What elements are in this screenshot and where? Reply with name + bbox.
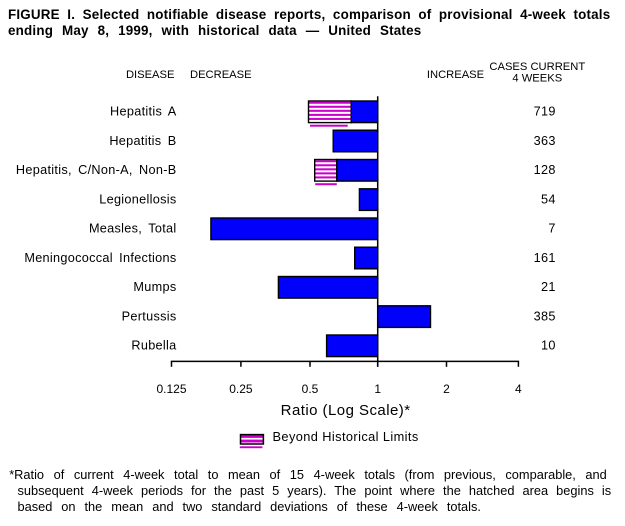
- svg-text:7: 7: [548, 222, 555, 236]
- svg-text:Pertussis: Pertussis: [122, 309, 177, 323]
- svg-text:CASES CURRENT: CASES CURRENT: [489, 61, 585, 73]
- svg-text:0.25: 0.25: [229, 382, 253, 396]
- svg-text:0.5: 0.5: [302, 382, 319, 396]
- svg-text:10: 10: [541, 339, 556, 353]
- svg-text:Ratio (Log Scale)*: Ratio (Log Scale)*: [281, 402, 411, 419]
- svg-text:128: 128: [534, 163, 556, 177]
- svg-text:Hepatitis B: Hepatitis B: [109, 134, 176, 148]
- svg-text:385: 385: [534, 309, 556, 323]
- svg-text:4 WEEKS: 4 WEEKS: [512, 72, 562, 84]
- svg-text:Legionellosis: Legionellosis: [99, 193, 176, 207]
- svg-text:Hepatitis A: Hepatitis A: [110, 105, 177, 119]
- svg-text:Meningococcal Infections: Meningococcal Infections: [24, 251, 176, 265]
- svg-text:363: 363: [534, 134, 556, 148]
- svg-text:0.125: 0.125: [156, 382, 186, 396]
- svg-text:DISEASE: DISEASE: [126, 69, 175, 81]
- svg-text:Mumps: Mumps: [133, 280, 176, 294]
- svg-text:719: 719: [534, 105, 556, 119]
- svg-text:161: 161: [534, 251, 556, 265]
- svg-text:DECREASE: DECREASE: [190, 69, 252, 81]
- svg-text:Rubella: Rubella: [131, 339, 177, 353]
- svg-text:Beyond Historical Limits: Beyond Historical Limits: [273, 429, 419, 444]
- svg-text:21: 21: [541, 280, 556, 294]
- svg-text:54: 54: [541, 193, 556, 207]
- svg-text:2: 2: [443, 382, 450, 396]
- svg-text:4: 4: [515, 382, 522, 396]
- svg-text:Measles, Total: Measles, Total: [89, 222, 177, 236]
- svg-text:1: 1: [374, 382, 381, 396]
- svg-text:INCREASE: INCREASE: [427, 69, 484, 81]
- svg-text:Hepatitis, C/Non-A, Non-B: Hepatitis, C/Non-A, Non-B: [16, 163, 177, 177]
